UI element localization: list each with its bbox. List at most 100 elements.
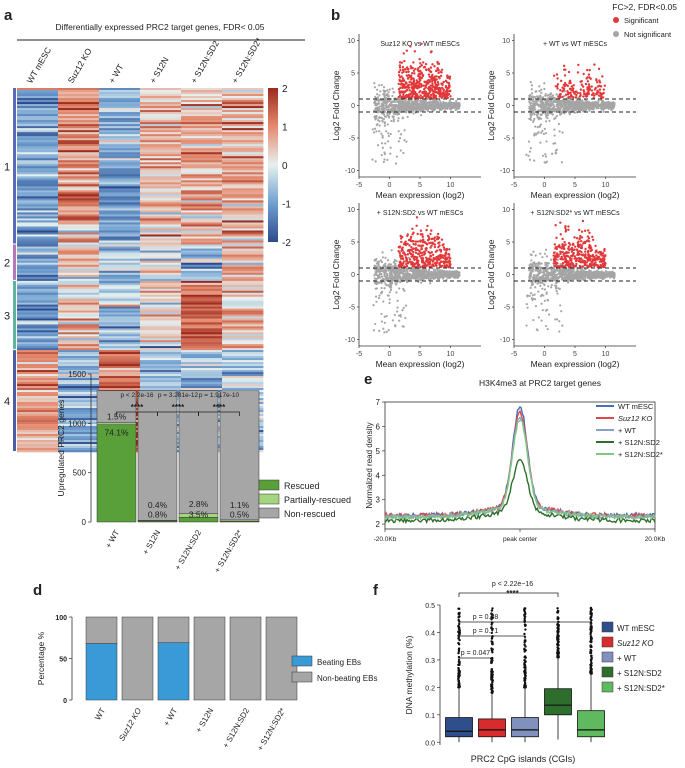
ma-point-significant xyxy=(569,91,572,94)
heatmap-cell xyxy=(17,240,59,243)
heatmap-cell xyxy=(222,132,264,135)
heatmap-cell xyxy=(140,230,182,233)
ma-point-significant xyxy=(587,85,591,88)
ma-point-not-significant xyxy=(378,272,382,275)
ma-point-not-significant xyxy=(554,149,557,152)
heatmap-cell xyxy=(58,300,100,303)
ma-point-not-significant xyxy=(536,103,539,107)
heatmap-cell xyxy=(222,188,264,191)
heatmap-cell xyxy=(99,226,141,229)
heatmap-cell xyxy=(99,162,141,165)
heatmap-cell xyxy=(140,182,182,185)
heatmap-cell xyxy=(181,116,223,119)
ma-point-not-significant xyxy=(546,94,549,97)
ma-point-significant xyxy=(403,252,406,255)
heatmap-cell xyxy=(58,182,100,185)
heatmap-cell xyxy=(222,210,264,213)
ma-point-not-significant xyxy=(430,276,433,279)
ma-point-not-significant xyxy=(581,106,584,109)
ma-point-not-significant xyxy=(422,104,425,107)
heatmap-cell xyxy=(58,382,100,385)
ma-point-significant xyxy=(570,95,574,98)
ma-point-significant xyxy=(412,84,415,88)
heatmap-cell xyxy=(222,272,264,276)
ma-point-not-significant xyxy=(374,99,377,102)
heatmap-cell xyxy=(58,370,100,373)
heatmap-cell xyxy=(58,92,100,95)
heatmap-cell xyxy=(99,238,141,241)
heatmap-cell xyxy=(181,120,223,123)
heatmap-cell xyxy=(181,276,223,280)
ma-point-not-significant xyxy=(403,289,406,292)
heatmap-cell xyxy=(140,356,182,359)
heatmap-cell xyxy=(17,104,59,107)
heatmap-cell xyxy=(99,256,141,259)
ma-point-not-significant xyxy=(448,107,452,110)
heatmap-cell xyxy=(181,358,223,361)
heatmap-cell xyxy=(99,268,141,272)
ma-point-significant xyxy=(592,94,596,97)
ma-point-not-significant xyxy=(378,98,381,102)
ma-point-significant xyxy=(567,70,571,74)
heatmap-cell xyxy=(58,302,100,305)
ma-point-significant xyxy=(431,253,435,256)
heatmap-cell xyxy=(140,128,182,131)
ma-point-not-significant xyxy=(376,270,379,273)
heatmap-cell xyxy=(140,352,182,355)
heatmap-cell xyxy=(222,358,264,361)
heatmap-cell xyxy=(99,378,141,381)
heatmap-cell xyxy=(58,266,100,270)
ma-point-not-significant xyxy=(445,105,448,108)
heatmap-cell xyxy=(99,276,141,280)
ma-point-significant xyxy=(408,244,411,247)
heatmap-cell xyxy=(58,246,100,249)
ma-point-not-significant xyxy=(371,158,374,161)
heatmap-cell xyxy=(140,122,182,125)
heatmap-cell xyxy=(17,206,59,209)
heatmap-cell xyxy=(17,204,59,207)
heatmap-cell xyxy=(140,166,182,169)
panel-label-a: a xyxy=(4,7,13,24)
heatmap-cell xyxy=(17,232,59,235)
heatmap-cell xyxy=(99,274,141,278)
heatmap-cell xyxy=(181,368,223,371)
ma-point-significant xyxy=(447,260,451,263)
heatmap-cell xyxy=(222,150,264,153)
ma-point-significant xyxy=(426,93,429,96)
ma-point-significant xyxy=(417,67,420,70)
heatmap-cell xyxy=(17,290,59,294)
heatmap-cell xyxy=(222,146,264,149)
heatmap-cell xyxy=(140,100,182,103)
ma-point-not-significant xyxy=(551,101,554,105)
ma-point-not-significant xyxy=(394,282,397,285)
heatmap-cell xyxy=(222,342,264,345)
ma-point-significant xyxy=(420,260,424,264)
heatmap-cell xyxy=(99,320,141,323)
heatmap-cell xyxy=(99,216,141,219)
ma-point-not-significant xyxy=(386,140,390,143)
heatmap-cell xyxy=(99,108,141,111)
ma-point-significant xyxy=(441,82,444,85)
ma-point-not-significant xyxy=(585,99,588,103)
heatmap-cell xyxy=(181,280,223,284)
ma-point-not-significant xyxy=(387,108,390,111)
ma-point-not-significant xyxy=(382,93,385,96)
heatmap-cell xyxy=(140,334,182,337)
ma-y-axis-label: Log2 Fold Change xyxy=(331,70,341,140)
ma-subplot-title: Suz12 KO vs WT mESCs xyxy=(380,41,460,48)
heatmap-cell xyxy=(99,228,141,231)
heatmap-cell xyxy=(17,92,59,95)
heatmap-cell xyxy=(140,304,182,307)
ma-point-significant xyxy=(417,95,420,99)
ma-point-significant xyxy=(429,80,432,83)
heatmap-cell xyxy=(17,392,59,395)
ma-point-significant xyxy=(414,67,417,71)
ma-point-significant xyxy=(420,247,423,251)
ma-point-significant xyxy=(439,250,443,253)
heatmap-cell xyxy=(140,280,182,284)
heatmap-cell xyxy=(58,426,100,429)
ma-point-not-significant xyxy=(437,272,440,275)
heatmap-cell xyxy=(17,414,59,417)
heatmap-cell xyxy=(181,270,223,274)
ma-point-significant xyxy=(401,246,404,249)
